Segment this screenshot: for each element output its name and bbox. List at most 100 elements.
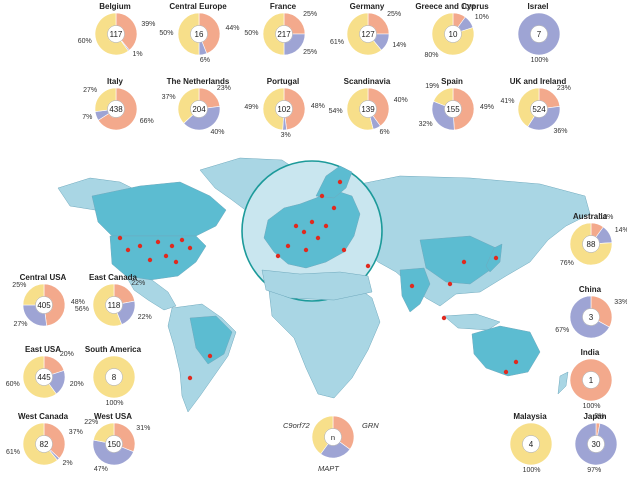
pie-center: [530, 100, 548, 118]
pie-israel: 7 Israel 100%: [503, 2, 573, 68]
pie-pct-mapt: 6%: [199, 56, 211, 64]
pie-pct-grn: 23%: [216, 84, 231, 92]
pie-n-value: n: [331, 433, 335, 442]
pie-pct-mapt: 14%: [392, 41, 407, 49]
pie-uk-ireland: 524 UK and Ireland 41% 23% 36%: [501, 77, 573, 143]
pie-pct-c9: 61%: [6, 449, 21, 457]
pie-greece-cyprus: 10 Greece and Cyprus 80% 10% 10%: [415, 2, 489, 68]
pie-pct-grn: 20%: [59, 351, 74, 359]
pie-title: Japan: [583, 412, 607, 421]
pie-donut: 30: [574, 422, 618, 466]
pie-center: [190, 25, 208, 43]
pie-title: West Canada: [17, 412, 69, 421]
pie-n-value: 82: [40, 440, 49, 449]
pie-pct-c9: 50%: [159, 30, 174, 37]
pie-pct-mapt: 32%: [418, 120, 433, 128]
pie-pct-mapt: 47%: [93, 465, 108, 473]
pie-pct-c9: 60%: [77, 38, 92, 46]
pie-title: India: [580, 348, 600, 357]
pie-india: 1 India 100%: [555, 348, 625, 414]
pie-pct-grn: 33%: [614, 299, 627, 307]
pie-east-usa: 445 East USA 60% 20% 20%: [5, 345, 84, 411]
pie-center: [275, 25, 293, 43]
pie-n-value: 30: [592, 440, 601, 449]
pie-pct-mapt: 97%: [587, 466, 602, 474]
pie-title: Israel: [527, 2, 549, 11]
pie-pct-mapt: 67%: [555, 326, 570, 334]
pie-donut: 4: [509, 422, 553, 466]
pie-title: Spain: [441, 77, 463, 86]
pie-pct-mapt: 27%: [13, 321, 28, 329]
site-markers: [117, 179, 519, 381]
pie-east-canada: 118 East Canada 56% 22% 22%: [75, 273, 152, 339]
pie-center: [324, 428, 342, 446]
pie-center: [275, 100, 293, 118]
scandinavia-land: [315, 165, 353, 199]
pie-center: [522, 435, 540, 453]
pie-title: Australia: [572, 212, 608, 221]
pie-n-value: 445: [37, 373, 51, 382]
pie-n-value: 3: [589, 313, 594, 322]
pie-title: Malaysia: [513, 412, 547, 421]
pie-title: Scandinavia: [343, 77, 391, 86]
pie-pct-grn: 25%: [387, 10, 402, 18]
pie-pct-mapt: 40%: [210, 129, 225, 137]
pie-n-value: 102: [277, 105, 291, 114]
pie-donut: 118: [92, 283, 136, 327]
pie-pct-grn: 44%: [225, 24, 240, 32]
pie-center: [35, 296, 53, 314]
pie-n-value: 127: [361, 30, 375, 39]
pie-donut: 204: [177, 87, 221, 131]
pie-pct-mapt: 100%: [530, 57, 549, 64]
pie-pct-mapt: 36%: [553, 127, 568, 135]
pie-title: Belgium: [99, 2, 131, 11]
continents: [57, 157, 591, 413]
pie-title: Greece and Cyprus: [415, 2, 489, 11]
pie-center: [105, 435, 123, 453]
pie-pct-grn: 49%: [480, 104, 495, 112]
pie-title: East Canada: [88, 273, 138, 282]
pie-title: Central USA: [19, 273, 67, 282]
pie-pct-grn: 25%: [303, 10, 318, 18]
pie-pct-c9: 60%: [5, 381, 20, 389]
pie-china: 3 China 33% 67%: [555, 285, 627, 351]
pie-pct-c9: 54%: [328, 108, 343, 116]
pie-australia: 88 Australia 76% 10%14%: [555, 212, 627, 278]
pie-west-canada: 82 West Canada 61% 37% 2%: [6, 412, 83, 478]
pie-donut: 438: [94, 87, 138, 131]
pie-pct-grn: 48%: [70, 299, 85, 307]
pie-title: Germany: [349, 2, 385, 11]
pie-pct-c9: 49%: [244, 104, 259, 112]
pie-pct-mapt: 2%: [62, 459, 73, 467]
pie-netherlands: 204 The Netherlands 37% 23% 40%: [162, 77, 233, 143]
canada: [91, 181, 227, 237]
pie-center: [35, 368, 53, 386]
pie-pct-mapt: 1%: [132, 51, 143, 59]
pie-pct-c9: 50%: [244, 30, 259, 37]
pie-title: South America: [84, 345, 142, 354]
pie-belgium: 117 Belgium 60% 39% 1%: [77, 2, 156, 68]
pie-center: [107, 25, 125, 43]
pie-center: [359, 100, 377, 118]
pie-donut: 217: [262, 12, 306, 56]
pie-pct-grn: 10%: [599, 214, 614, 222]
pie-pct-grn: 66%: [139, 118, 154, 125]
pie-donut: 10: [431, 12, 475, 56]
pie-center: [107, 100, 125, 118]
pie-center: [105, 368, 123, 386]
pie-center: [105, 296, 123, 314]
pie-n-value: 10: [449, 30, 458, 39]
pie-title: East USA: [24, 345, 61, 354]
pie-title: China: [578, 285, 602, 294]
pie-title: The Netherlands: [166, 77, 230, 86]
pie-n-value: 118: [108, 301, 121, 310]
pie-pct-c9: 80%: [424, 51, 439, 59]
pie-malaysia: 4 Malaysia 100%: [495, 412, 565, 478]
pie-south-america: 8 South America 100%: [78, 345, 148, 411]
pie-n-value: 88: [587, 240, 596, 249]
pie-west-usa: 150 West USA 22% 31% 47%: [78, 412, 150, 478]
pie-pct-grn: 100%: [582, 403, 601, 410]
pie-pct-grn: 48%: [310, 103, 325, 111]
pie-n-value: 150: [107, 440, 121, 449]
usa: [109, 235, 207, 281]
